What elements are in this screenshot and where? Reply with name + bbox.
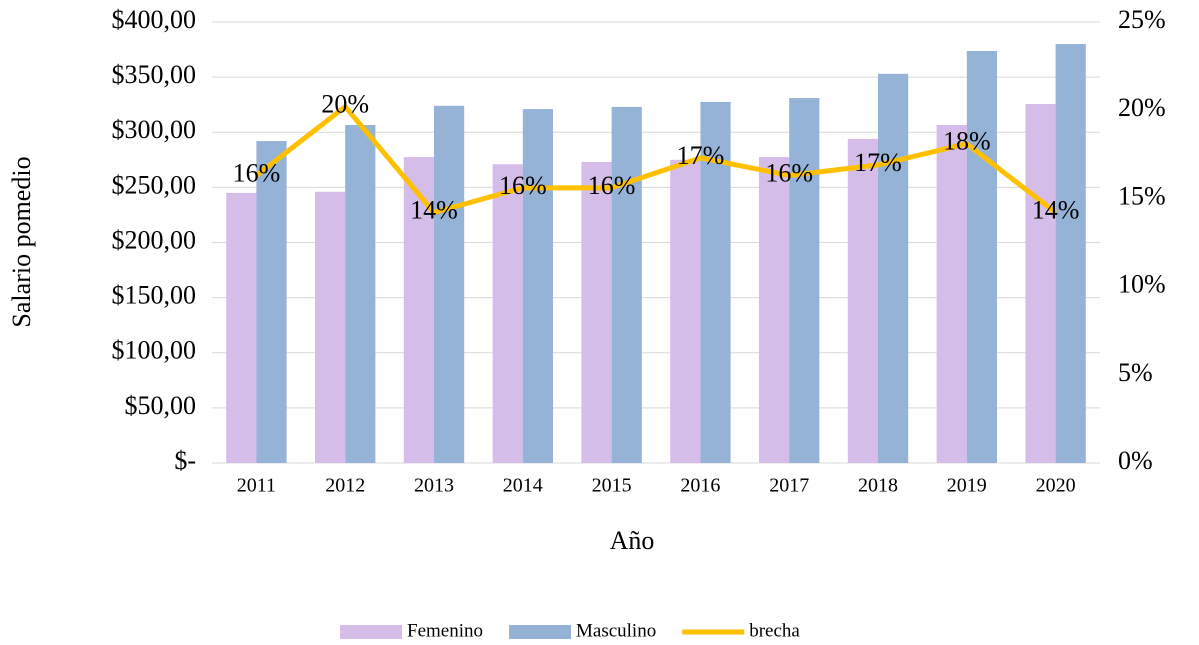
y2-tick-label: 15% <box>1118 181 1166 210</box>
y2-tick-label: 0% <box>1118 446 1153 475</box>
line <box>254 104 1058 216</box>
data-label: 16% <box>588 171 636 200</box>
x-tick-label: 2020 <box>1036 475 1076 497</box>
x-axis-title: Año <box>610 526 655 555</box>
bar <box>878 73 909 463</box>
bar <box>492 164 523 463</box>
bar <box>847 138 878 464</box>
bar <box>670 159 701 463</box>
bar <box>1025 104 1056 463</box>
y-tick-label: $- <box>174 446 196 475</box>
x-tick-label: 2013 <box>414 475 454 497</box>
x-tick-label: 2012 <box>325 475 365 497</box>
legend-label: brecha <box>749 620 800 641</box>
bar <box>611 106 642 463</box>
data-label: 14% <box>1032 195 1080 224</box>
data-label: 17% <box>854 148 902 177</box>
data-label: 18% <box>943 127 991 156</box>
x-tick-label: 2015 <box>592 475 632 497</box>
data-label: 16% <box>499 171 547 200</box>
y-tick-label: $300,00 <box>112 115 197 144</box>
y2-tick-label: 5% <box>1118 358 1153 387</box>
y2-tick-label: 25% <box>1118 5 1166 34</box>
legend-label: Masculino <box>576 620 656 641</box>
data-label: 16% <box>765 158 813 187</box>
y2-tick-label: 10% <box>1118 270 1166 299</box>
y-tick-label: $400,00 <box>112 5 197 34</box>
bar <box>759 157 790 463</box>
data-label: 20% <box>321 90 369 119</box>
x-tick-label: 2016 <box>680 475 720 497</box>
x-tick-label: 2019 <box>947 475 987 497</box>
bar <box>789 98 820 463</box>
y-axis-title: Salario pomedio <box>7 156 36 327</box>
y-tick-label: $200,00 <box>112 225 197 254</box>
bar <box>315 191 346 463</box>
x-tick-label: 2017 <box>769 475 809 497</box>
bar <box>522 109 553 463</box>
bar <box>226 192 257 463</box>
bar <box>345 124 376 463</box>
y-tick-label: $150,00 <box>112 281 197 310</box>
y-tick-label: $100,00 <box>112 336 197 365</box>
x-tick-label: 2018 <box>858 475 898 497</box>
legend-swatch <box>340 625 402 639</box>
y-tick-label: $250,00 <box>112 170 197 199</box>
y-tick-label: $50,00 <box>125 391 197 420</box>
bar <box>581 162 612 463</box>
x-tick-label: 2014 <box>503 475 543 497</box>
bar <box>966 50 997 463</box>
y-tick-label: $350,00 <box>112 60 197 89</box>
bar <box>1055 44 1086 464</box>
bar <box>936 124 967 463</box>
legend-label: Femenino <box>407 620 483 641</box>
bar <box>256 141 287 463</box>
data-label: 16% <box>233 158 281 187</box>
y2-tick-label: 20% <box>1118 93 1166 122</box>
x-tick-label: 2011 <box>237 475 276 497</box>
legend-swatch <box>509 625 571 639</box>
bar <box>434 105 465 463</box>
data-label: 17% <box>677 141 725 170</box>
data-label: 14% <box>410 195 458 224</box>
